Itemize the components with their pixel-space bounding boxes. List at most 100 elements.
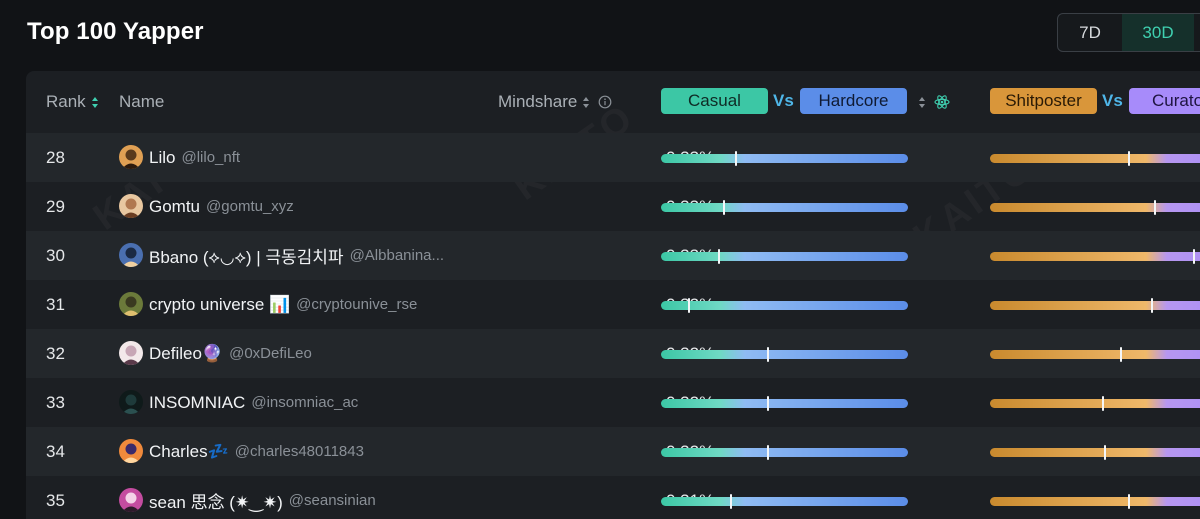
info-icon[interactable]: [598, 95, 612, 109]
sort-icon: [918, 96, 926, 109]
avatar[interactable]: [119, 390, 143, 414]
rank-value: 35: [46, 490, 65, 510]
react-atom-icon: [934, 94, 950, 110]
shitposter-curator-bar: [990, 200, 1200, 215]
yapper-table: KAITO KAITO KAITO Rank Name Mindshare Ca…: [26, 71, 1200, 519]
casual-hardcore-marker: [688, 298, 691, 313]
table-row[interactable]: 32 Defileo🔮 @0xDefiLeo 0.32%: [26, 329, 1200, 378]
avatar[interactable]: [119, 194, 143, 218]
avatar[interactable]: [119, 243, 143, 267]
shitposter-pill: Shitposter: [990, 88, 1097, 114]
range-30d-button[interactable]: 30D: [1122, 14, 1194, 51]
casual-hardcore-bar: [661, 347, 908, 362]
vs-label: Vs: [1102, 91, 1123, 110]
shitposter-curator-bar: [990, 249, 1200, 264]
casual-hardcore-bar: [661, 445, 908, 460]
avatar[interactable]: [119, 145, 143, 169]
curator-pill: Curato: [1129, 88, 1200, 114]
shitposter-curator-marker: [1127, 494, 1130, 509]
casual-hardcore-marker: [767, 445, 770, 460]
rank-value: 32: [46, 343, 65, 363]
user-name-cell[interactable]: Gomtu @gomtu_xyz: [149, 182, 294, 231]
mindshare-header[interactable]: Mindshare: [498, 71, 612, 133]
rank-header-label: Rank: [46, 92, 86, 111]
rank-header[interactable]: Rank: [46, 71, 99, 133]
avatar[interactable]: [119, 488, 143, 512]
table-row[interactable]: 31 crypto universe 📊 @cryptounive_rse 0.…: [26, 280, 1200, 329]
casual-hardcore-marker: [717, 249, 720, 264]
user-name-cell[interactable]: INSOMNIAC @insomniac_ac: [149, 378, 358, 427]
shitposter-curator-marker: [1192, 249, 1195, 264]
user-handle: @charles48011843: [234, 443, 364, 460]
shitposter-curator-marker: [1151, 298, 1154, 313]
table-row[interactable]: 29 Gomtu @gomtu_xyz 0.33%: [26, 182, 1200, 231]
user-handle: @Albbanina...: [349, 247, 445, 264]
casual-hardcore-marker: [735, 151, 738, 166]
user-handle: @cryptounive_rse: [296, 296, 418, 313]
casual-hardcore-bar: [661, 151, 908, 166]
display-name: Defileo🔮: [149, 343, 224, 363]
hardcore-pill: Hardcore: [800, 88, 907, 114]
avatar[interactable]: [119, 292, 143, 316]
user-name-cell[interactable]: crypto universe 📊 @cryptounive_rse: [149, 280, 417, 329]
avatar[interactable]: [119, 341, 143, 365]
casual-hardcore-bar: [661, 249, 908, 264]
shitposter-curator-marker: [1127, 151, 1130, 166]
shitposter-curator-bar: [990, 151, 1200, 166]
casual-hardcore-marker: [730, 494, 733, 509]
casual-hardcore-marker: [767, 347, 770, 362]
user-handle: @seansinian: [288, 492, 376, 509]
shitposter-curator-marker: [1120, 347, 1122, 362]
avatar[interactable]: [119, 439, 143, 463]
user-name-cell[interactable]: Charles💤 @charles48011843: [149, 427, 364, 476]
page-title: Top 100 Yapper: [27, 18, 204, 45]
user-handle: @gomtu_xyz: [206, 198, 294, 215]
casual-hardcore-bar: [661, 200, 908, 215]
casual-hardcore-sort[interactable]: [913, 71, 950, 133]
display-name: INSOMNIAC: [149, 392, 246, 412]
user-handle: @lilo_nft: [181, 149, 241, 166]
user-name-cell[interactable]: Defileo🔮 @0xDefiLeo: [149, 329, 312, 378]
shitposter-curator-bar: [990, 494, 1200, 509]
table-row[interactable]: 30 Bbano (⟡◡⟡) | 극동김치파 @Albbanina... 0.3…: [26, 231, 1200, 280]
shitposter-curator-bar: [990, 298, 1200, 313]
table-row[interactable]: 34 Charles💤 @charles48011843 0.32%: [26, 427, 1200, 476]
casual-pill: Casual: [661, 88, 768, 114]
rank-value: 30: [46, 245, 65, 265]
rank-value: 31: [46, 294, 65, 314]
display-name: Charles💤: [149, 441, 229, 461]
casual-hardcore-marker: [722, 200, 725, 215]
display-name: Gomtu: [149, 196, 201, 216]
shitposter-curator-marker: [1101, 396, 1104, 411]
casual-hardcore-bar: [661, 396, 908, 411]
casual-hardcore-bar: [661, 298, 908, 313]
table-row[interactable]: 33 INSOMNIAC @insomniac_ac 0.32%: [26, 378, 1200, 427]
table-row[interactable]: 35 sean 思念 (✷‿✷) @seansinian 0.31%: [26, 476, 1200, 519]
user-name-cell[interactable]: Lilo @lilo_nft: [149, 133, 240, 182]
time-range-toggle: 7D 30D: [1057, 13, 1200, 52]
display-name: crypto universe 📊: [149, 294, 291, 314]
shitposter-curator-marker: [1153, 200, 1156, 215]
shitposter-curator-marker: [1104, 445, 1107, 460]
vs-label: Vs: [773, 91, 794, 110]
display-name: Bbano (⟡◡⟡) | 극동김치파: [149, 248, 344, 267]
rank-value: 34: [46, 441, 65, 461]
user-handle: @insomniac_ac: [251, 394, 359, 411]
user-name-cell[interactable]: Bbano (⟡◡⟡) | 극동김치파 @Albbanina...: [149, 231, 444, 280]
casual-hardcore-marker: [767, 396, 770, 411]
shitposter-curator-bar: [990, 347, 1200, 362]
display-name: Lilo: [149, 147, 176, 167]
display-name: sean 思念 (✷‿✷): [149, 493, 283, 512]
table-row[interactable]: 28 Lilo @lilo_nft 0.33%: [26, 133, 1200, 182]
user-name-cell[interactable]: sean 思念 (✷‿✷) @seansinian: [149, 476, 376, 519]
shitposter-curator-bar: [990, 396, 1200, 411]
casual-hardcore-bar: [661, 494, 908, 509]
shitposter-curator-bar: [990, 445, 1200, 460]
mindshare-header-label: Mindshare: [498, 92, 578, 111]
user-handle: @0xDefiLeo: [229, 345, 312, 362]
rank-value: 33: [46, 392, 65, 412]
table-header: Rank Name Mindshare Casual Vs Hardcore: [26, 71, 1200, 133]
sort-icon: [582, 96, 590, 109]
range-7d-button[interactable]: 7D: [1079, 22, 1101, 42]
